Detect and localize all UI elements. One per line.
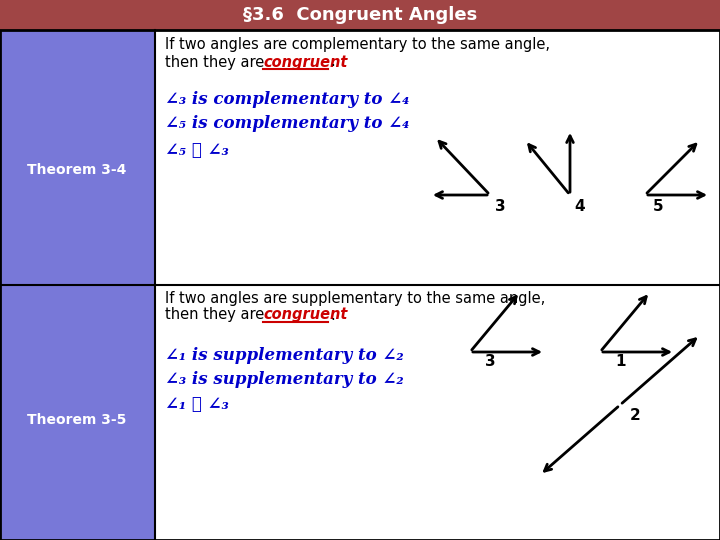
Text: ∠₅ ≅ ∠₃: ∠₅ ≅ ∠₃ <box>165 141 229 159</box>
Bar <box>0 30 155 285</box>
Text: congruent: congruent <box>263 307 347 322</box>
Text: ∠₁ ≅ ∠₃: ∠₁ ≅ ∠₃ <box>165 396 229 414</box>
Text: then they are: then they are <box>165 307 269 322</box>
Text: ∠₁ is supplementary to ∠₂: ∠₁ is supplementary to ∠₂ <box>165 347 404 363</box>
Text: 3: 3 <box>485 354 495 369</box>
Text: .: . <box>330 307 335 322</box>
Text: ∠₃ is complementary to ∠₄: ∠₃ is complementary to ∠₄ <box>165 91 410 109</box>
Text: 4: 4 <box>574 199 585 214</box>
Text: 3: 3 <box>495 199 505 214</box>
Text: 1: 1 <box>615 354 626 369</box>
Text: .: . <box>330 55 335 70</box>
Bar <box>0 0 720 30</box>
Text: If two angles are complementary to the same angle,: If two angles are complementary to the s… <box>165 37 550 52</box>
Text: 5: 5 <box>653 199 664 214</box>
Text: ∠₅ is complementary to ∠₄: ∠₅ is complementary to ∠₄ <box>165 116 410 132</box>
Text: 2: 2 <box>630 408 641 423</box>
Text: Theorem 3-5: Theorem 3-5 <box>27 413 127 427</box>
Text: §3.6  Congruent Angles: §3.6 Congruent Angles <box>243 6 477 24</box>
Text: ∠₃ is supplementary to ∠₂: ∠₃ is supplementary to ∠₂ <box>165 372 404 388</box>
Text: If two angles are supplementary to the same angle,: If two angles are supplementary to the s… <box>165 291 545 306</box>
Text: then they are: then they are <box>165 55 269 70</box>
Bar <box>0 285 155 540</box>
Text: congruent: congruent <box>263 55 347 70</box>
Text: Theorem 3-4: Theorem 3-4 <box>27 163 127 177</box>
